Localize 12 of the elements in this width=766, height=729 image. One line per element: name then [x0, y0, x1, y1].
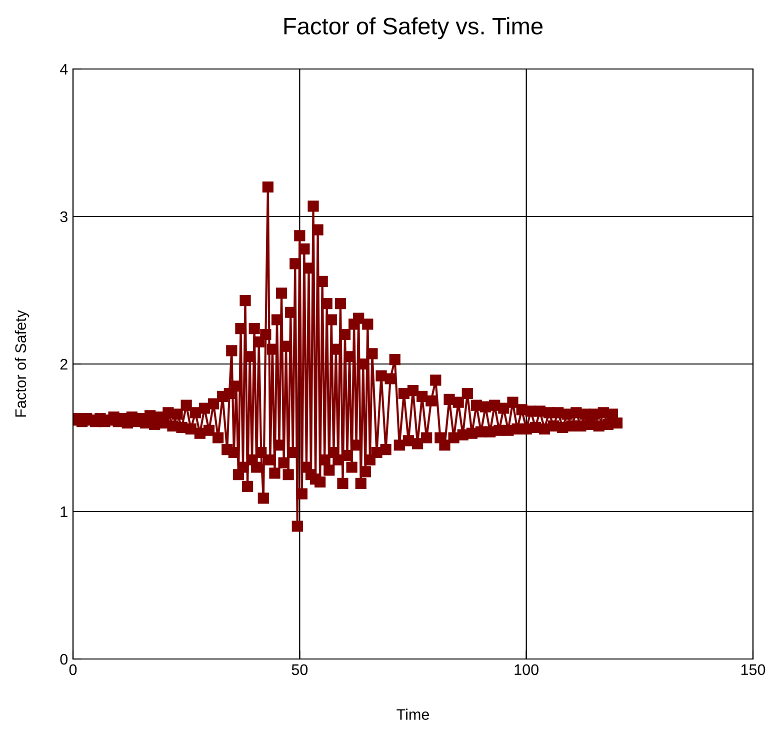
y-axis-title: Factor of Safety	[14, 310, 30, 417]
chart-title: Factor of Safety vs. Time	[284, 17, 543, 40]
x-tick-label: 0	[69, 664, 77, 676]
y-tick-label: 3	[60, 211, 68, 222]
x-tick-label: 50	[292, 664, 308, 676]
y-tick-label: 1	[60, 506, 68, 518]
x-tick-label: 100	[514, 664, 538, 676]
y-tick-label: 4	[60, 64, 68, 75]
y-tick-label: 2	[60, 358, 68, 370]
x-axis-title: Time	[396, 708, 430, 720]
x-tick-label: 150	[741, 664, 766, 676]
y-tick-label: 0	[60, 654, 68, 665]
